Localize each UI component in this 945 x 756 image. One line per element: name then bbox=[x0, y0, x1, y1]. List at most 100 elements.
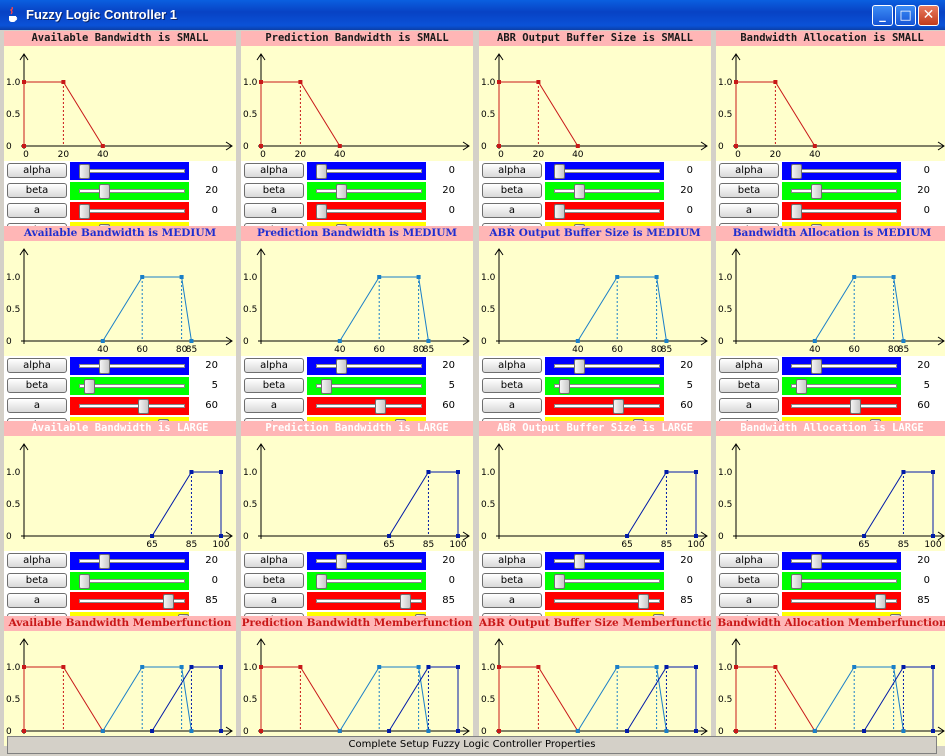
membership-plot-small[interactable]: 1.0 0.5 0 0 20 40 bbox=[479, 46, 711, 161]
close-button[interactable]: ✕ bbox=[918, 5, 939, 26]
large-point[interactable] bbox=[456, 665, 460, 669]
slider-thumb[interactable] bbox=[810, 554, 822, 569]
slider-thumb[interactable] bbox=[558, 379, 570, 394]
beta-button[interactable]: beta bbox=[719, 378, 779, 393]
alpha-slider[interactable] bbox=[307, 552, 426, 570]
slider-thumb[interactable] bbox=[79, 574, 90, 589]
large-point[interactable] bbox=[189, 470, 194, 474]
slider-thumb[interactable] bbox=[850, 399, 862, 414]
slider-thumb[interactable] bbox=[613, 399, 625, 414]
small-point[interactable] bbox=[497, 665, 501, 669]
slider-thumb[interactable] bbox=[573, 554, 585, 569]
slider-thumb[interactable] bbox=[163, 594, 175, 609]
large-point[interactable] bbox=[625, 534, 630, 538]
alpha-slider[interactable] bbox=[545, 357, 664, 375]
slider-thumb[interactable] bbox=[83, 379, 95, 394]
beta-button[interactable]: beta bbox=[244, 378, 304, 393]
small-point[interactable] bbox=[497, 80, 501, 84]
small-point[interactable] bbox=[259, 144, 263, 148]
beta-slider[interactable] bbox=[70, 182, 189, 200]
small-point[interactable] bbox=[575, 144, 580, 148]
large-point[interactable] bbox=[901, 665, 906, 669]
medium-point[interactable] bbox=[100, 339, 105, 343]
medium-point[interactable] bbox=[664, 339, 669, 343]
a-slider[interactable] bbox=[307, 202, 426, 220]
slider-thumb[interactable] bbox=[810, 359, 822, 374]
small-point[interactable] bbox=[734, 80, 738, 84]
slider-thumb[interactable] bbox=[335, 184, 347, 199]
large-point[interactable] bbox=[189, 665, 194, 669]
a-slider[interactable] bbox=[782, 202, 901, 220]
small-point[interactable] bbox=[734, 729, 738, 733]
alpha-slider[interactable] bbox=[782, 162, 901, 180]
memberfunction-plot[interactable]: 1.0 0.5 0 bbox=[716, 631, 945, 746]
large-point[interactable] bbox=[219, 470, 223, 474]
medium-point[interactable] bbox=[901, 729, 906, 733]
large-point[interactable] bbox=[931, 665, 935, 669]
large-point[interactable] bbox=[862, 534, 867, 538]
beta-slider[interactable] bbox=[307, 377, 426, 395]
large-point[interactable] bbox=[664, 470, 669, 474]
a-slider[interactable] bbox=[70, 397, 189, 415]
slider-thumb[interactable] bbox=[638, 594, 650, 609]
beta-button[interactable]: beta bbox=[7, 183, 67, 198]
beta-slider[interactable] bbox=[70, 377, 189, 395]
small-point[interactable] bbox=[536, 80, 541, 84]
medium-point[interactable] bbox=[140, 665, 145, 669]
large-point[interactable] bbox=[426, 470, 431, 474]
a-button[interactable]: a bbox=[7, 203, 67, 218]
slider-thumb[interactable] bbox=[573, 184, 585, 199]
small-point[interactable] bbox=[259, 729, 263, 733]
alpha-button[interactable]: alpha bbox=[482, 553, 542, 568]
small-point[interactable] bbox=[812, 144, 817, 148]
slider-thumb[interactable] bbox=[335, 359, 347, 374]
medium-point[interactable] bbox=[377, 665, 382, 669]
small-point[interactable] bbox=[22, 80, 26, 84]
a-slider[interactable] bbox=[545, 592, 664, 610]
small-point[interactable] bbox=[497, 144, 501, 148]
a-slider[interactable] bbox=[545, 202, 664, 220]
alpha-button[interactable]: alpha bbox=[7, 553, 67, 568]
small-point[interactable] bbox=[773, 665, 778, 669]
medium-point[interactable] bbox=[575, 339, 580, 343]
slider-thumb[interactable] bbox=[554, 204, 565, 219]
small-point[interactable] bbox=[61, 80, 66, 84]
alpha-slider[interactable] bbox=[782, 552, 901, 570]
alpha-slider[interactable] bbox=[545, 162, 664, 180]
alpha-button[interactable]: alpha bbox=[482, 163, 542, 178]
medium-point[interactable] bbox=[654, 275, 659, 279]
large-point[interactable] bbox=[456, 729, 460, 733]
alpha-button[interactable]: alpha bbox=[244, 163, 304, 178]
membership-plot-large[interactable]: 1.0 0.5 0 65 85 100 bbox=[716, 436, 945, 551]
a-slider[interactable] bbox=[70, 202, 189, 220]
a-button[interactable]: a bbox=[719, 398, 779, 413]
beta-button[interactable]: beta bbox=[482, 573, 542, 588]
small-point[interactable] bbox=[497, 729, 501, 733]
small-point[interactable] bbox=[259, 665, 263, 669]
small-point[interactable] bbox=[734, 665, 738, 669]
medium-point[interactable] bbox=[189, 729, 194, 733]
medium-point[interactable] bbox=[615, 275, 620, 279]
alpha-button[interactable]: alpha bbox=[7, 358, 67, 373]
memberfunction-plot[interactable]: 1.0 0.5 0 bbox=[479, 631, 711, 746]
alpha-button[interactable]: alpha bbox=[719, 553, 779, 568]
small-point[interactable] bbox=[61, 665, 66, 669]
medium-point[interactable] bbox=[891, 275, 896, 279]
beta-slider[interactable] bbox=[545, 182, 664, 200]
a-button[interactable]: a bbox=[7, 398, 67, 413]
a-button[interactable]: a bbox=[244, 398, 304, 413]
a-button[interactable]: a bbox=[719, 593, 779, 608]
medium-point[interactable] bbox=[100, 729, 105, 733]
large-point[interactable] bbox=[219, 534, 223, 538]
membership-plot-large[interactable]: 1.0 0.5 0 65 85 100 bbox=[479, 436, 711, 551]
slider-thumb[interactable] bbox=[316, 204, 327, 219]
beta-slider[interactable] bbox=[545, 377, 664, 395]
a-button[interactable]: a bbox=[7, 593, 67, 608]
slider-thumb[interactable] bbox=[810, 184, 822, 199]
a-button[interactable]: a bbox=[482, 203, 542, 218]
medium-point[interactable] bbox=[812, 339, 817, 343]
a-button[interactable]: a bbox=[482, 593, 542, 608]
